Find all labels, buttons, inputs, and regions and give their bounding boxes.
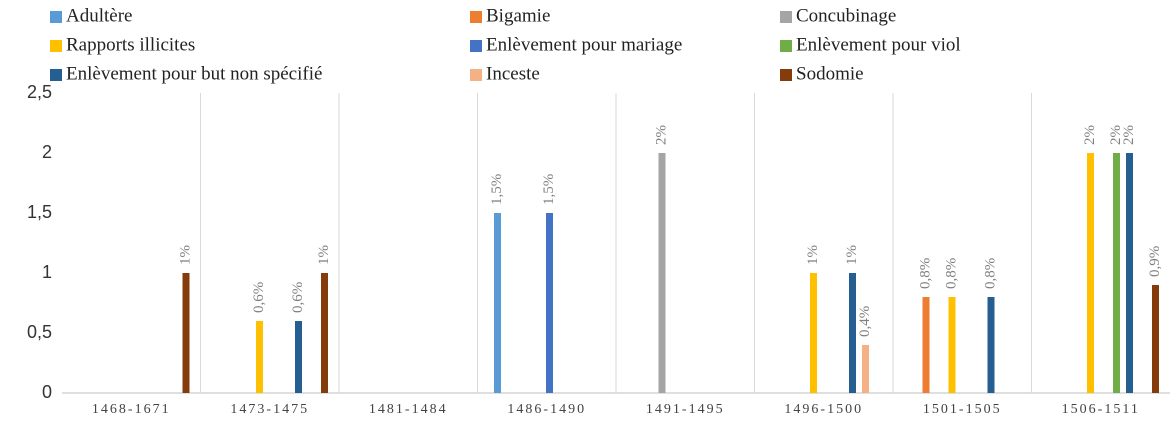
legend-swatch — [470, 40, 482, 52]
bar — [987, 297, 995, 393]
legend-label: Rapports illicites — [66, 34, 195, 55]
y-tick-label: 2,5 — [27, 82, 52, 102]
x-tick-label: 1501-1505 — [923, 402, 1002, 417]
bar — [658, 153, 666, 393]
legend-label: Adultère — [66, 5, 132, 26]
y-tick-label: 0,5 — [27, 322, 52, 342]
bar — [1113, 153, 1120, 393]
bar — [182, 273, 190, 393]
data-label: 0,6% — [290, 282, 306, 313]
legend-swatch — [50, 69, 62, 81]
legend-label: Enlèvement pour viol — [796, 34, 961, 55]
x-tick-label: 1506-1511 — [1062, 402, 1140, 417]
legend-swatch — [50, 40, 62, 52]
bar — [810, 273, 817, 393]
bar — [494, 213, 501, 393]
legend-swatch — [780, 40, 792, 52]
bar — [1126, 153, 1133, 393]
y-tick-label: 2 — [42, 142, 52, 162]
bar — [546, 213, 553, 393]
legend-label: Bigamie — [486, 5, 550, 26]
legend-label: Enlèvement pour but non spécifié — [66, 63, 322, 84]
y-tick-label: 1,5 — [27, 202, 52, 222]
x-tick-label: 1481-1484 — [369, 402, 448, 417]
data-label: 0,9% — [1147, 246, 1163, 277]
legend-label: Concubinage — [796, 5, 896, 26]
bar — [922, 297, 930, 393]
x-tick-label: 1468-1671 — [92, 402, 171, 417]
bar — [295, 321, 302, 393]
data-label: 1,5% — [541, 174, 557, 205]
legend-label: Enlèvement pour mariage — [486, 34, 682, 55]
x-tick-label: 1473-1475 — [230, 402, 309, 417]
bar — [849, 273, 856, 393]
legend-swatch — [470, 11, 482, 23]
data-label: 0,4% — [857, 306, 873, 337]
data-label: 2% — [1082, 125, 1098, 145]
data-label: 1,5% — [489, 174, 505, 205]
x-tick-label: 1496-1500 — [784, 402, 863, 417]
data-label: 0,8% — [917, 258, 933, 289]
legend-swatch — [780, 69, 792, 81]
bar — [1152, 285, 1159, 393]
bar — [862, 345, 869, 393]
legend-label: Inceste — [486, 63, 540, 84]
data-label: 2% — [1121, 125, 1137, 145]
data-label: 1% — [177, 245, 193, 265]
data-label: 2% — [653, 125, 669, 145]
legend-swatch — [470, 69, 482, 81]
data-label: 0,6% — [251, 282, 267, 313]
data-label: 1% — [805, 245, 821, 265]
legend-swatch — [780, 11, 792, 23]
x-tick-label: 1491-1495 — [646, 402, 725, 417]
data-label: 1% — [844, 245, 860, 265]
bar — [1087, 153, 1094, 393]
bar — [321, 273, 328, 393]
data-label: 1% — [316, 245, 332, 265]
data-label: 0,8% — [943, 258, 959, 289]
data-label: 2% — [1108, 125, 1124, 145]
bar — [948, 297, 956, 393]
bar — [256, 321, 263, 393]
legend-label: Sodomie — [796, 63, 864, 84]
y-tick-label: 0 — [42, 382, 52, 402]
x-tick-label: 1486-1490 — [507, 402, 586, 417]
data-label: 0,8% — [982, 258, 998, 289]
y-tick-label: 1 — [42, 262, 52, 282]
legend-swatch — [50, 11, 62, 23]
